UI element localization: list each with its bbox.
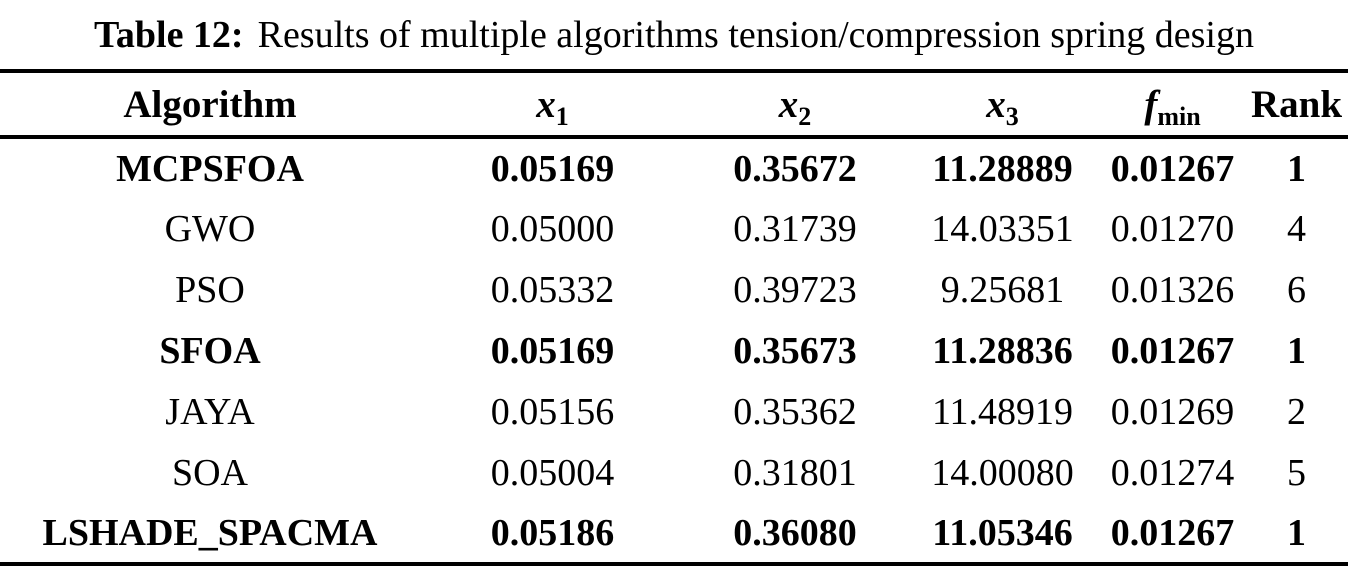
cell-algorithm: LSHADE_SPACMA [42, 511, 378, 554]
cell-fmin: 0.01267 [1110, 147, 1235, 190]
cell-fmin: 0.01267 [1110, 329, 1235, 372]
column-header-x1: x1 [420, 71, 685, 137]
cell-x2: 0.31801 [733, 451, 857, 494]
cell-x2: 0.35673 [733, 329, 857, 372]
cell-algorithm: JAYA [165, 390, 255, 433]
cell-algorithm: SFOA [159, 329, 261, 372]
cell-x2: 0.35672 [733, 147, 857, 190]
cell-x3: 14.00080 [931, 451, 1074, 494]
cell-x3: 11.05346 [932, 511, 1073, 554]
cell-algorithm: GWO [164, 207, 256, 250]
cell-rank: 1 [1287, 329, 1306, 372]
cell-fmin: 0.01269 [1110, 390, 1235, 433]
math-symbol: x [778, 82, 799, 126]
math-symbol: f [1144, 82, 1158, 126]
cell-x1: 0.05000 [490, 207, 615, 250]
cell-rank: 5 [1287, 451, 1306, 494]
cell-x1: 0.05156 [490, 390, 615, 433]
cell-x1: 0.05004 [490, 451, 615, 494]
cell-rank: 6 [1287, 268, 1306, 311]
table-row-pso: PSO 0.05332 0.39723 9.25681 0.01326 6 [0, 259, 1348, 320]
math-symbol: x [536, 82, 556, 126]
cell-algorithm: PSO [175, 268, 245, 311]
math-subscript: 2 [798, 101, 812, 131]
table-row-mcpsfoa: MCPSFOA 0.05169 0.35672 11.28889 0.01267 1 [0, 137, 1348, 198]
cell-fmin: 0.01267 [1110, 511, 1235, 554]
cell-x1: 0.05169 [490, 147, 615, 190]
column-header-x2: x2 [685, 71, 905, 137]
cell-algorithm: SOA [171, 451, 249, 494]
cell-x3: 9.25681 [940, 268, 1065, 311]
cell-x1: 0.05186 [490, 511, 615, 554]
table-caption: Table 12: Results of multiple algorithms… [0, 0, 1348, 69]
cell-fmin: 0.01274 [1110, 451, 1235, 494]
column-header-x3: x3 [905, 71, 1100, 137]
cell-fmin: 0.01270 [1110, 207, 1235, 250]
table-header: Algorithm x1 x2 x3 fmin Rank [0, 71, 1348, 137]
table-row-jaya: JAYA 0.05156 0.35362 11.48919 0.01269 2 [0, 381, 1348, 442]
math-subscript: min [1157, 101, 1201, 131]
cell-x2: 0.35362 [733, 390, 857, 433]
math-symbol: x [986, 82, 1006, 126]
column-header-algorithm: Algorithm [123, 82, 297, 126]
table-row-lshade_spacma: LSHADE_SPACMA 0.05186 0.36080 11.05346 0.012… [0, 503, 1348, 564]
math-subscript: 1 [555, 101, 569, 131]
table-row-gwo: GWO 0.05000 0.31739 14.03351 0.01270 4 [0, 198, 1348, 259]
cell-x3: 11.28889 [932, 147, 1073, 190]
table-row-sfoa: SFOA 0.05169 0.35673 11.28836 0.01267 1 [0, 320, 1348, 381]
cell-fmin: 0.01326 [1110, 268, 1235, 311]
cell-rank: 4 [1287, 207, 1306, 250]
cell-x3: 11.28836 [932, 329, 1073, 372]
table-header-row: Algorithm x1 x2 x3 fmin Rank [0, 71, 1348, 137]
cell-x1: 0.05332 [490, 268, 615, 311]
cell-rank: 1 [1287, 147, 1306, 190]
cell-algorithm: MCPSFOA [116, 147, 304, 190]
cell-x2: 0.36080 [733, 511, 857, 554]
table-caption-label: Table 12: [94, 13, 244, 56]
math-subscript: 3 [1005, 101, 1019, 131]
cell-x2: 0.39723 [733, 268, 857, 311]
cell-x3: 14.03351 [931, 207, 1074, 250]
cell-x3: 11.48919 [931, 390, 1074, 433]
table-row-soa: SOA 0.05004 0.31801 14.00080 0.01274 5 [0, 442, 1348, 503]
cell-rank: 1 [1287, 511, 1306, 554]
cell-x1: 0.05169 [490, 329, 615, 372]
cell-x2: 0.31739 [733, 207, 857, 250]
table-caption-text: Results of multiple algorithms tension/c… [257, 13, 1254, 56]
column-header-fmin: fmin [1100, 71, 1245, 137]
results-table: Algorithm x1 x2 x3 fmin Rank MCPSFOA 0.05169 0.… [0, 69, 1348, 566]
table-body: MCPSFOA 0.05169 0.35672 11.28889 0.01267 1 GWO… [0, 137, 1348, 564]
cell-rank: 2 [1287, 390, 1306, 433]
column-header-rank: Rank [1250, 82, 1343, 126]
